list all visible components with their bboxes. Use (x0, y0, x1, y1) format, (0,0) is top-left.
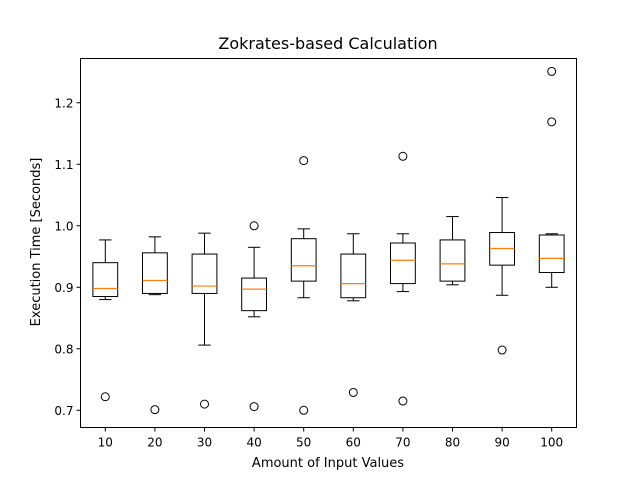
outlier-point (398, 151, 408, 161)
y-tick-label: 0.9 (54, 281, 73, 295)
x-axis-label: Amount of Input Values (252, 456, 404, 471)
x-tick-label: 10 (98, 436, 113, 450)
y-tick-label: 1.2 (54, 96, 73, 110)
plot-area: 0.7 0.8 0.9 1.0 1.1 1.2 10 20 30 40 50 60 70 80 90 100 (54, 66, 565, 450)
plot-frame (80, 58, 577, 428)
y-tick-label: 0.7 (54, 404, 73, 418)
outlier-point (547, 66, 557, 76)
box (290, 238, 317, 282)
y-tick-label: 0.8 (54, 342, 73, 356)
box (538, 234, 565, 274)
x-tick-label: 90 (494, 436, 509, 450)
box (241, 277, 267, 312)
y-tick-label: 1.0 (54, 219, 73, 233)
outlier-point (150, 405, 160, 415)
box (439, 239, 466, 282)
x-tick-label: 40 (246, 436, 261, 450)
outlier-point (200, 399, 209, 409)
x-tick-label: 20 (147, 436, 162, 450)
outlier-point (100, 392, 110, 402)
outlier-point (497, 345, 507, 355)
box (340, 253, 367, 299)
x-tick-label: 60 (346, 436, 361, 450)
outlier-point (249, 402, 259, 412)
x-tick-label: 100 (540, 436, 563, 450)
y-tick-label: 1.1 (54, 158, 73, 172)
outlier-point (547, 117, 557, 127)
y-axis-label: Execution Time [Seconds] (29, 158, 44, 327)
x-tick-label: 70 (395, 436, 410, 450)
box (92, 262, 119, 298)
outlier-point (299, 156, 309, 166)
x-tick-label: 30 (197, 436, 212, 450)
outlier-point (348, 387, 358, 397)
box (142, 252, 168, 294)
box (390, 242, 416, 285)
box (191, 253, 218, 294)
outlier-point (398, 396, 408, 406)
chart-title: Zokrates-based Calculation (218, 34, 437, 53)
outlier-point (299, 405, 309, 415)
x-tick-label: 50 (296, 436, 311, 450)
x-tick-label: 80 (445, 436, 460, 450)
outlier-point (249, 221, 259, 231)
